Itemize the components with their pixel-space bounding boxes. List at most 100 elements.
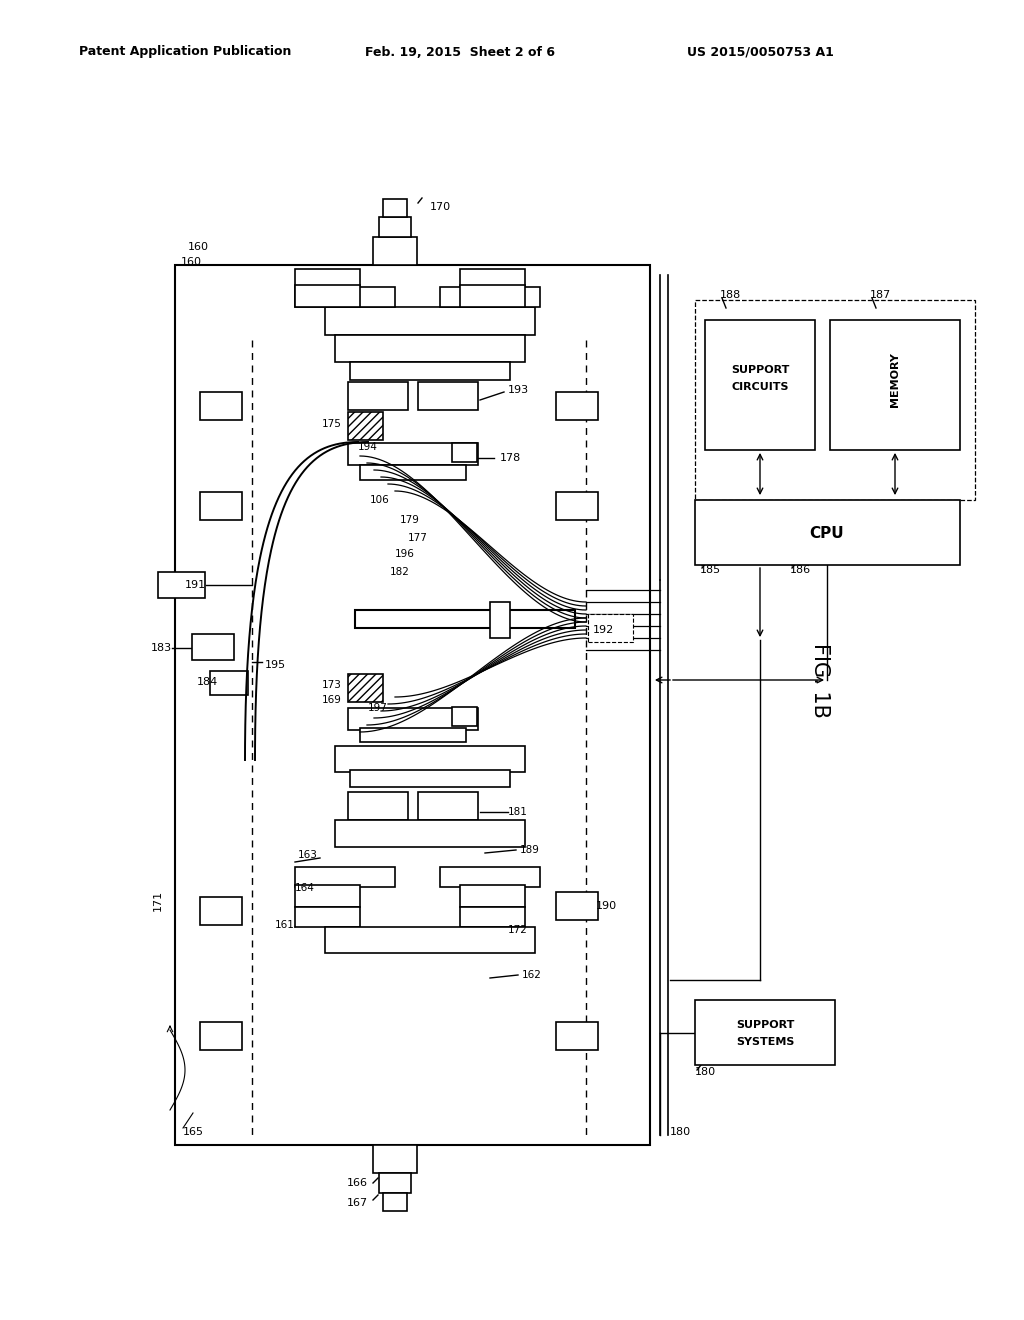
Bar: [335, 820, 525, 847]
Text: 185: 185: [700, 565, 721, 576]
Text: 184: 184: [197, 677, 218, 686]
Text: SUPPORT: SUPPORT: [731, 366, 790, 375]
Bar: [360, 465, 466, 480]
Text: 194: 194: [358, 442, 378, 451]
Bar: [695, 300, 975, 500]
Bar: [348, 675, 383, 702]
Text: 170: 170: [430, 202, 452, 213]
Bar: [418, 381, 478, 411]
Bar: [556, 892, 598, 920]
Text: Feb. 19, 2015  Sheet 2 of 6: Feb. 19, 2015 Sheet 2 of 6: [365, 45, 555, 58]
Text: 193: 193: [508, 385, 529, 395]
Bar: [295, 285, 360, 308]
Text: 161: 161: [275, 920, 295, 931]
Bar: [210, 671, 248, 696]
Bar: [556, 492, 598, 520]
Text: 166: 166: [347, 1177, 368, 1188]
Text: FIG. 1B: FIG. 1B: [810, 643, 830, 718]
Text: 183: 183: [151, 643, 172, 653]
Bar: [360, 729, 466, 742]
Bar: [452, 444, 477, 462]
Bar: [348, 381, 408, 411]
Bar: [452, 708, 477, 726]
Text: 165: 165: [183, 1127, 204, 1137]
Text: 182: 182: [390, 568, 410, 577]
Text: 192: 192: [593, 624, 614, 635]
Bar: [355, 610, 575, 628]
Text: CIRCUITS: CIRCUITS: [731, 381, 788, 392]
Bar: [200, 898, 242, 925]
Text: 106: 106: [370, 495, 390, 506]
Text: 164: 164: [295, 883, 315, 894]
Bar: [200, 392, 242, 420]
Text: 167: 167: [347, 1199, 368, 1208]
Text: MEMORY: MEMORY: [890, 352, 900, 408]
Bar: [295, 867, 395, 887]
Text: 188: 188: [720, 290, 741, 300]
Bar: [348, 792, 408, 820]
Text: 163: 163: [298, 850, 318, 861]
Bar: [295, 907, 360, 927]
Text: 175: 175: [323, 418, 342, 429]
Bar: [325, 927, 535, 953]
Bar: [373, 1144, 417, 1173]
Bar: [695, 500, 961, 565]
Bar: [379, 1173, 411, 1193]
Text: 177: 177: [408, 533, 428, 543]
Text: 190: 190: [596, 902, 617, 911]
Bar: [556, 1022, 598, 1049]
Bar: [348, 444, 478, 465]
Bar: [335, 335, 525, 362]
Bar: [705, 319, 815, 450]
Text: 189: 189: [520, 845, 540, 855]
Bar: [325, 308, 535, 335]
Bar: [830, 319, 961, 450]
Text: 162: 162: [522, 970, 542, 979]
Bar: [295, 286, 395, 308]
Bar: [556, 392, 598, 420]
Bar: [348, 708, 478, 730]
Bar: [379, 216, 411, 238]
Bar: [695, 1001, 835, 1065]
Text: 178: 178: [500, 453, 521, 463]
Text: 171: 171: [153, 890, 163, 911]
Text: 195: 195: [265, 660, 286, 671]
Text: 191: 191: [185, 579, 206, 590]
Bar: [418, 792, 478, 820]
Bar: [460, 269, 525, 286]
Bar: [490, 602, 510, 638]
Bar: [440, 867, 540, 887]
Bar: [460, 907, 525, 927]
Bar: [295, 884, 360, 907]
Text: 186: 186: [790, 565, 811, 576]
Text: 187: 187: [870, 290, 891, 300]
Text: 179: 179: [400, 515, 420, 525]
Text: 180: 180: [670, 1127, 691, 1137]
Bar: [350, 770, 510, 787]
Text: 160: 160: [188, 242, 209, 252]
Text: US 2015/0050753 A1: US 2015/0050753 A1: [686, 45, 834, 58]
Bar: [295, 269, 360, 286]
Text: 197: 197: [368, 704, 388, 713]
Text: 173: 173: [323, 680, 342, 690]
Bar: [373, 238, 417, 265]
Bar: [350, 362, 510, 380]
Text: 169: 169: [323, 696, 342, 705]
Bar: [200, 1022, 242, 1049]
Bar: [460, 884, 525, 907]
Bar: [588, 614, 633, 642]
Text: 181: 181: [508, 807, 528, 817]
Text: Patent Application Publication: Patent Application Publication: [79, 45, 291, 58]
Bar: [158, 572, 205, 598]
Bar: [200, 492, 242, 520]
Text: SYSTEMS: SYSTEMS: [736, 1038, 795, 1047]
Bar: [335, 746, 525, 772]
Bar: [440, 286, 540, 308]
Text: 172: 172: [508, 925, 528, 935]
Bar: [460, 285, 525, 308]
Text: 180: 180: [695, 1067, 716, 1077]
Bar: [348, 412, 383, 440]
Text: SUPPORT: SUPPORT: [736, 1020, 795, 1030]
Bar: [193, 634, 234, 660]
Bar: [175, 265, 650, 1144]
